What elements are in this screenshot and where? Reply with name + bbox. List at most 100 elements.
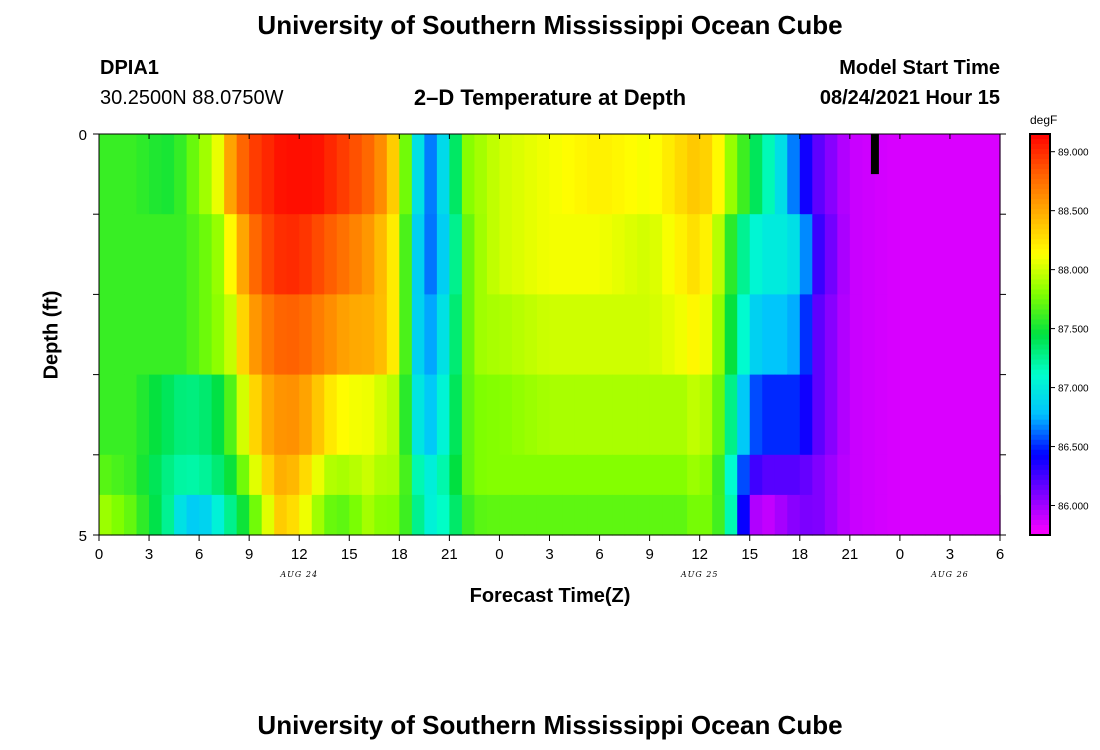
x-tick-label: 9 xyxy=(645,546,653,563)
heatmap-cell xyxy=(637,214,651,295)
heatmap-cell xyxy=(712,374,726,456)
x-tick-label: 9 xyxy=(245,546,253,563)
heatmap-cell xyxy=(274,374,288,456)
heatmap-cell xyxy=(286,454,300,536)
heatmap-cell xyxy=(149,294,163,376)
colorbar-segment xyxy=(1030,499,1050,506)
colorbar-segment xyxy=(1030,189,1050,195)
station-coordinates: 30.2500N 88.0750W xyxy=(100,87,284,109)
heatmap-cell xyxy=(249,454,263,536)
heatmap-cell xyxy=(486,374,501,456)
heatmap-cell xyxy=(862,454,876,536)
heatmap-cell xyxy=(374,294,388,376)
colorbar-segment xyxy=(1030,254,1050,260)
colorbar-segment xyxy=(1030,329,1050,336)
heatmap-cell xyxy=(186,454,200,536)
heatmap-cell xyxy=(536,214,551,295)
heatmap-cell xyxy=(149,374,163,456)
heatmap-cell xyxy=(762,214,776,295)
heatmap-cell xyxy=(562,374,576,456)
x-tick-label: 12 xyxy=(691,546,708,563)
heatmap-cell xyxy=(174,214,188,295)
colorbar-segment xyxy=(1030,404,1050,411)
heatmap-cell xyxy=(849,374,863,456)
heatmap-cell xyxy=(361,294,375,376)
heatmap-cell xyxy=(987,374,1001,456)
heatmap-cell xyxy=(99,294,113,376)
colorbar-segment xyxy=(1030,419,1050,426)
heatmap-cell xyxy=(674,134,688,215)
colorbar-segment xyxy=(1030,284,1050,290)
heatmap-cell xyxy=(236,294,250,376)
heatmap-cell xyxy=(411,374,425,456)
heatmap-cell xyxy=(136,494,150,535)
heatmap-cell xyxy=(136,214,150,295)
colorbar-segment xyxy=(1030,219,1050,225)
heatmap-cell xyxy=(186,134,200,215)
heatmap-cell xyxy=(724,454,738,536)
heatmap-cell xyxy=(299,454,313,536)
colorbar-segment xyxy=(1030,459,1050,466)
heatmap-cell xyxy=(624,494,638,535)
heatmap-cell xyxy=(499,374,513,456)
heatmap-cell xyxy=(99,134,113,215)
heatmap-cell xyxy=(737,454,751,536)
heatmap-cell xyxy=(562,214,576,295)
colorbar-segment xyxy=(1030,359,1050,366)
heatmap-cell xyxy=(612,494,626,535)
heatmap-cell xyxy=(812,134,826,215)
heatmap-cell xyxy=(812,494,826,535)
heatmap-cell xyxy=(862,134,876,215)
heatmap-cell xyxy=(524,214,538,295)
heatmap-cell xyxy=(386,214,400,295)
heatmap-cell xyxy=(587,454,601,536)
colorbar: 89.000 88.500 88.000 87.500 87.000 86.500 86.0… xyxy=(1029,133,1089,536)
heatmap-cell xyxy=(336,294,350,376)
colorbar-segment xyxy=(1030,299,1050,306)
heatmap-cell xyxy=(974,374,989,456)
colorbar-segment xyxy=(1030,504,1050,511)
heatmap-cell xyxy=(374,374,388,456)
heatmap-cell xyxy=(662,134,676,215)
model-start-marker xyxy=(870,134,879,175)
heatmap-cell xyxy=(286,134,300,215)
heatmap-cell xyxy=(324,214,338,295)
heatmap-cell xyxy=(762,494,776,535)
heatmap-cell xyxy=(174,454,188,536)
heatmap-cell xyxy=(111,494,125,535)
heatmap-cell xyxy=(699,454,713,536)
heatmap-cell xyxy=(224,374,238,456)
heatmap-cell xyxy=(912,454,926,536)
heatmap-cell xyxy=(249,374,263,456)
heatmap-cell xyxy=(261,494,275,535)
heatmap-cell xyxy=(762,374,776,456)
heatmap-cell xyxy=(249,294,263,376)
heatmap-cell xyxy=(937,374,951,456)
heatmap-cell xyxy=(587,494,601,535)
heatmap-cell xyxy=(774,294,788,376)
colorbar-segment xyxy=(1030,324,1050,331)
heatmap-cell xyxy=(787,134,801,215)
heatmap-cell xyxy=(236,134,250,215)
heatmap-cell xyxy=(274,494,288,535)
colorbar-segment xyxy=(1030,389,1050,396)
heatmap-cell xyxy=(949,494,964,535)
heatmap-cell xyxy=(161,134,175,215)
heatmap-cell xyxy=(486,294,501,376)
colorbar-segment xyxy=(1030,289,1050,295)
heatmap-cell xyxy=(349,494,363,535)
date-label: AUG 26 xyxy=(931,570,969,579)
x-tick-label: 0 xyxy=(896,546,904,563)
heatmap-cell xyxy=(161,214,175,295)
heatmap-cell xyxy=(774,134,788,215)
colorbar-segment xyxy=(1030,159,1050,165)
heatmap-cell xyxy=(862,214,876,295)
heatmap-cell xyxy=(374,454,388,536)
heatmap-cell xyxy=(699,214,713,295)
heatmap-cell xyxy=(874,214,888,295)
heatmap-cell xyxy=(261,134,275,215)
heatmap-cell xyxy=(737,134,751,215)
heatmap-cell xyxy=(511,374,526,456)
heatmap-cell xyxy=(236,214,250,295)
heatmap-cell xyxy=(211,494,225,535)
